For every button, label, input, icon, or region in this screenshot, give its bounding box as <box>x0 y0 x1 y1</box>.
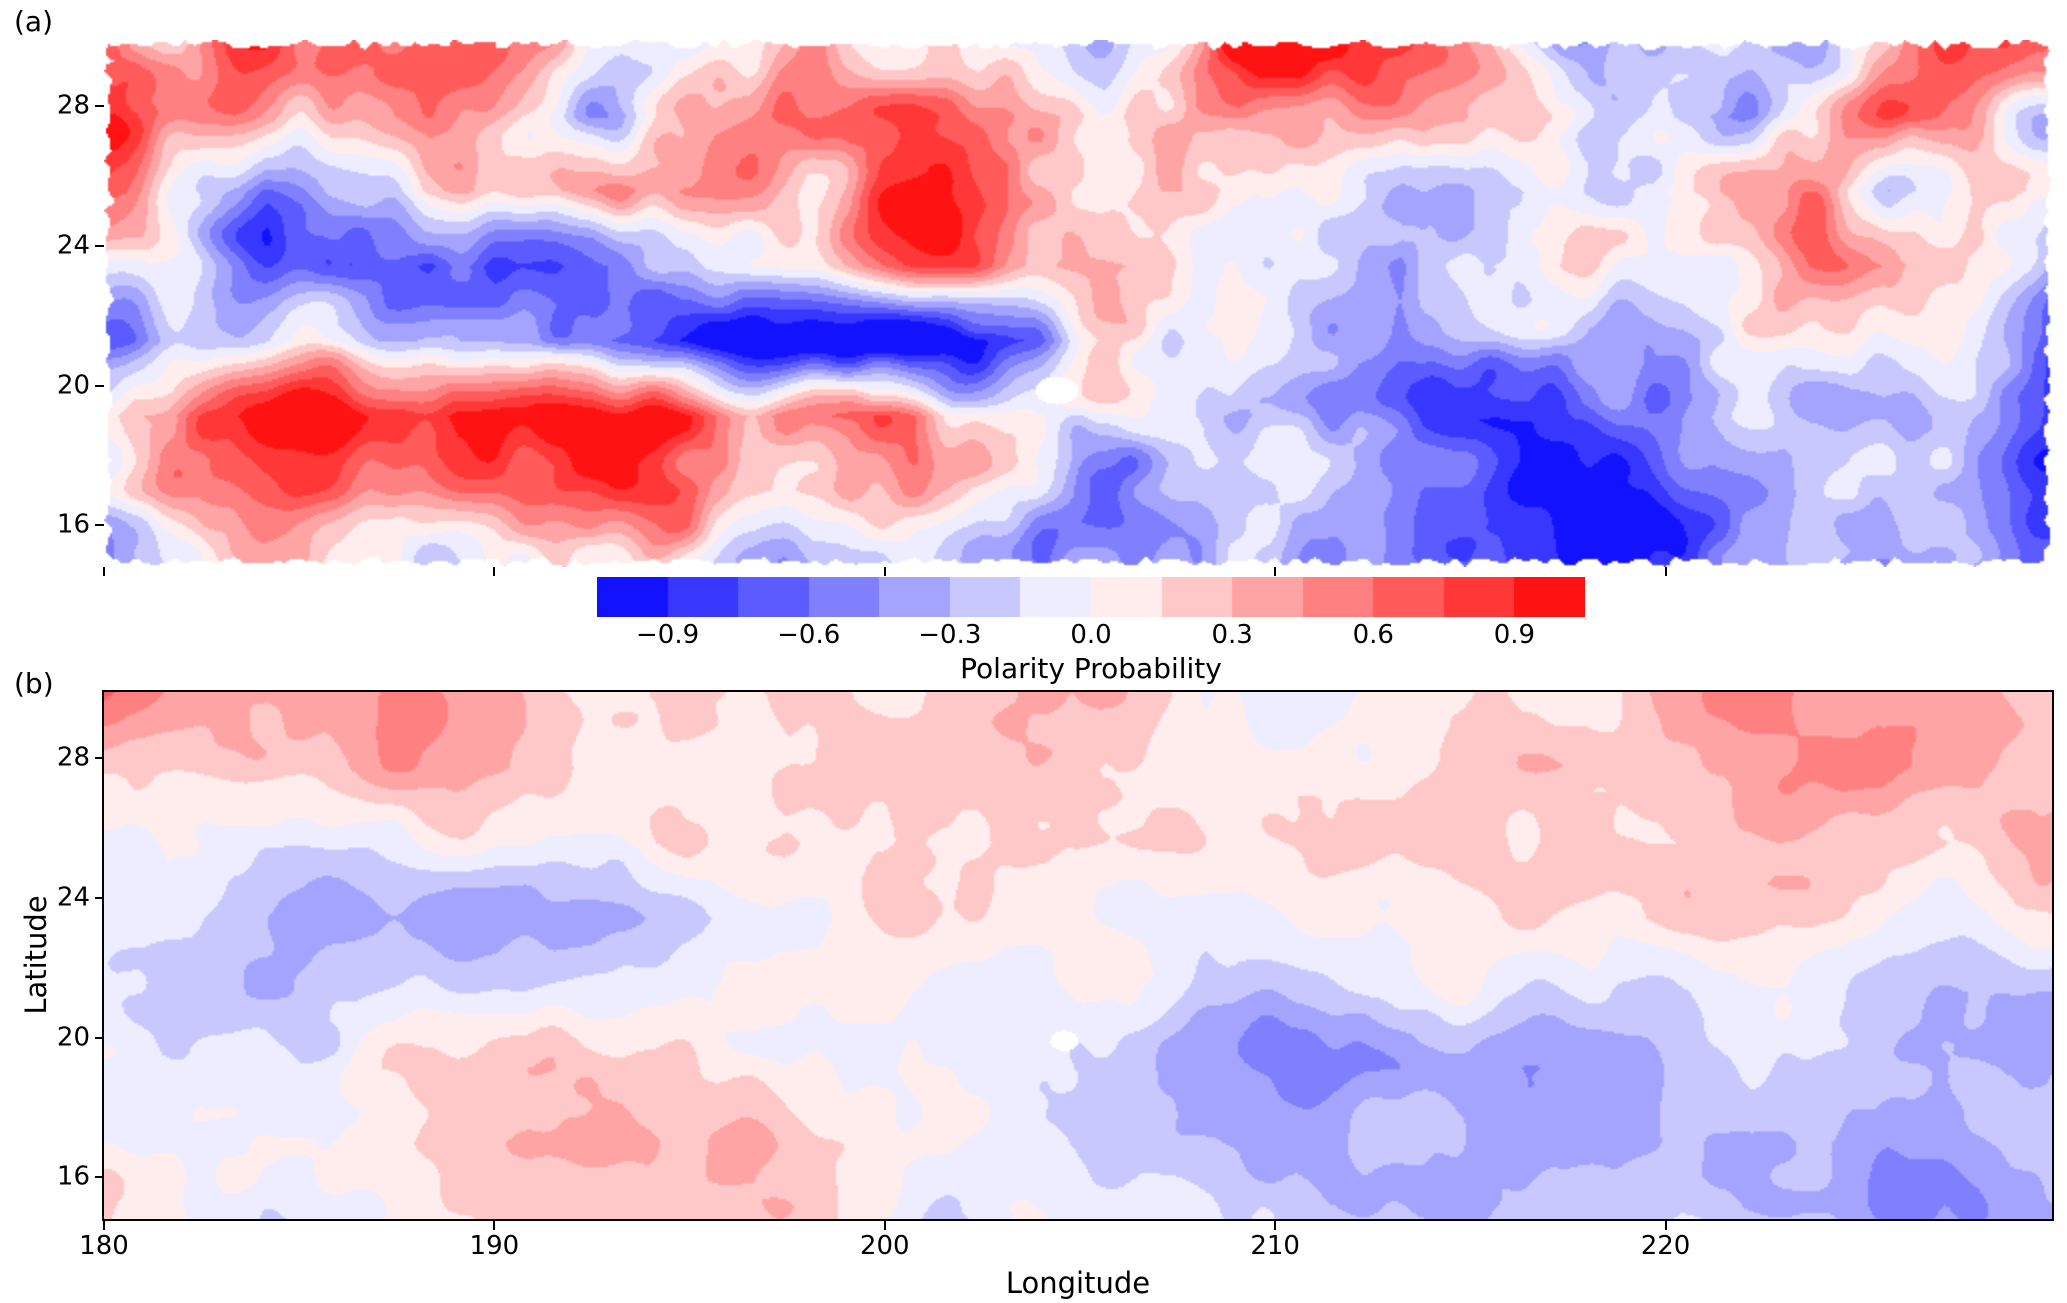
panel-b-ytick <box>95 896 104 899</box>
panel-a-ytick-label: 24 <box>56 230 90 261</box>
panel-b-xtick <box>493 1221 496 1230</box>
panel-a-xtick <box>1274 567 1277 576</box>
panel-a-ytick <box>95 105 104 108</box>
panel-b-xtick <box>103 1221 105 1230</box>
panel-a-xtick <box>883 567 886 576</box>
panel-b-ytick-label: 16 <box>56 1161 90 1192</box>
panel-b-label: (b) <box>14 667 54 700</box>
panel-b-xtick <box>1664 1221 1667 1230</box>
x-axis-label: Longitude <box>1005 1266 1151 1300</box>
panel-b-xtick <box>1274 1221 1277 1230</box>
panel-a-ytick <box>95 524 104 527</box>
panel-a-ytick-label: 16 <box>56 509 90 540</box>
colorbar-tick-label: 0.9 <box>1493 620 1536 650</box>
colorbar-tick-label: 0.3 <box>1211 620 1253 650</box>
panel-b-ytick <box>95 1176 104 1179</box>
panel-a-xtick <box>493 567 496 576</box>
panel-b-xtick-label: 190 <box>469 1231 520 1261</box>
panel-b-ytick-label: 24 <box>56 882 90 913</box>
panel-a-ytick-label: 20 <box>56 370 90 401</box>
panel-b-heatmap <box>102 690 2054 1221</box>
y-axis-label: Latitude <box>19 895 53 1015</box>
panel-a-heatmap <box>104 40 2052 567</box>
panel-b-xtick-label: 180 <box>79 1231 129 1261</box>
panel-b-xtick-label: 210 <box>1250 1231 1300 1261</box>
colorbar <box>597 577 1585 617</box>
colorbar-tick-label: 0.6 <box>1352 620 1394 650</box>
panel-b-ytick <box>95 1036 104 1039</box>
panel-b-ytick-label: 28 <box>56 743 90 773</box>
panel-b-xtick <box>883 1221 886 1230</box>
colorbar-tick-label: −0.6 <box>777 620 841 650</box>
panel-b-ytick <box>95 757 104 760</box>
panel-b-xtick-label: 220 <box>1640 1231 1691 1261</box>
colorbar-tick-label: −0.3 <box>918 620 982 650</box>
panel-a-xtick <box>103 567 105 576</box>
colorbar-tick-label: 0.0 <box>1070 620 1112 650</box>
panel-a-xtick <box>1664 567 1667 576</box>
panel-a-ytick-label: 28 <box>56 91 90 121</box>
panel-b-ytick-label: 20 <box>56 1022 90 1053</box>
panel-b-xtick-label: 200 <box>859 1231 910 1261</box>
panel-a-ytick <box>95 384 104 387</box>
panel-a-ytick <box>95 244 104 247</box>
colorbar-label: Polarity Probability <box>960 652 1222 685</box>
panel-a-label: (a) <box>14 5 54 38</box>
colorbar-tick-label: −0.9 <box>635 620 700 650</box>
